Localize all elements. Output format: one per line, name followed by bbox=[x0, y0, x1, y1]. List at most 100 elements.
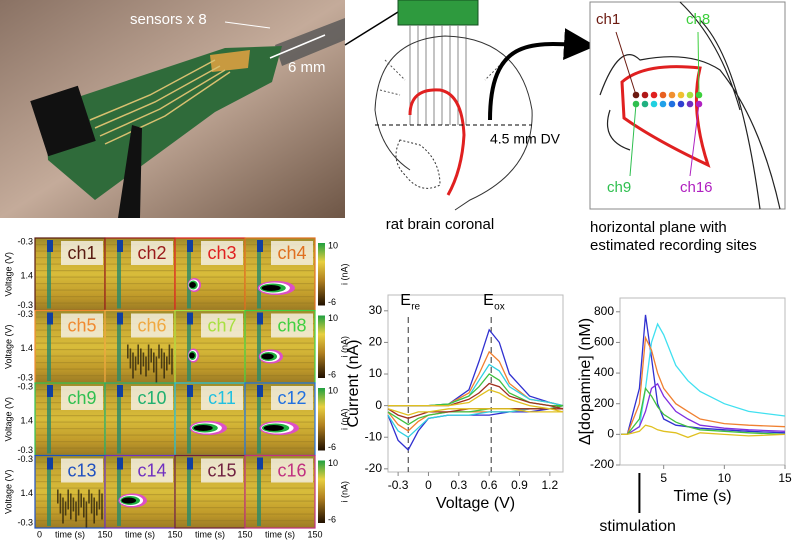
photo-label: sensors x 8 bbox=[130, 11, 207, 28]
heatmap-stripe bbox=[106, 289, 174, 291]
heatmap-stripe bbox=[106, 276, 174, 278]
stim-artifact bbox=[117, 457, 121, 526]
x-axis-label: time (s) bbox=[265, 529, 295, 539]
label-box bbox=[131, 313, 173, 338]
x-tick-label: 15 bbox=[778, 471, 792, 485]
panel-label: ch8 bbox=[277, 315, 306, 335]
recording-site bbox=[650, 91, 658, 99]
annotation: E bbox=[400, 292, 411, 309]
y-tick-label: 0 bbox=[607, 427, 614, 441]
recording-site bbox=[650, 100, 658, 108]
heatmap-stripe bbox=[246, 368, 314, 370]
heatmap-stripe bbox=[246, 494, 314, 496]
heatmap-stripe bbox=[106, 415, 174, 417]
noise bbox=[75, 501, 77, 522]
heatmap-stripe bbox=[36, 434, 104, 436]
colorbar-max: 10 bbox=[328, 458, 338, 468]
noise bbox=[150, 348, 152, 363]
y-tick-label: -0.3 bbox=[17, 445, 33, 455]
panel-label: c13 bbox=[67, 460, 96, 480]
label-box bbox=[61, 458, 103, 483]
label-box bbox=[271, 241, 313, 265]
label-box bbox=[131, 386, 173, 410]
heatmap-stripe bbox=[36, 487, 104, 489]
y-axis-label: Voltage (V) bbox=[3, 469, 13, 514]
stim-artifact bbox=[47, 312, 51, 381]
response bbox=[261, 353, 274, 360]
noise bbox=[62, 497, 64, 524]
label-box bbox=[201, 458, 243, 483]
x-end: 150 bbox=[307, 529, 322, 539]
colorbar bbox=[318, 460, 325, 523]
y-axis-label: Current (nA) bbox=[345, 339, 362, 427]
stim-artifact bbox=[47, 385, 53, 397]
noise bbox=[88, 489, 90, 504]
y-axis-label: Voltage (V) bbox=[3, 252, 13, 297]
noise bbox=[158, 344, 160, 359]
stim-artifact bbox=[47, 385, 51, 454]
x-end: 150 bbox=[167, 529, 182, 539]
x-tick-label: 10 bbox=[718, 471, 732, 485]
x-tick-label: 1.2 bbox=[542, 478, 559, 492]
y-axis-label: Voltage (V) bbox=[3, 397, 13, 442]
noise bbox=[145, 356, 147, 377]
heatmap-stripe bbox=[246, 434, 314, 436]
panel-label: c10 bbox=[137, 388, 166, 408]
annotation: E bbox=[483, 292, 494, 309]
noise bbox=[160, 348, 163, 369]
response bbox=[189, 282, 196, 288]
colorbar-max: 10 bbox=[328, 240, 338, 250]
annotation-sub: re bbox=[411, 302, 420, 313]
heatmap-stripe bbox=[176, 434, 244, 436]
heatmap-stripe bbox=[36, 368, 104, 370]
series-line bbox=[621, 386, 786, 436]
heatmap-stripe bbox=[246, 441, 314, 443]
noise bbox=[77, 489, 80, 516]
y-tick-label: -0.3 bbox=[17, 300, 33, 310]
heatmap-stripe bbox=[36, 520, 104, 522]
heatmap-stripe bbox=[106, 375, 174, 377]
y-tick-label: -0.3 bbox=[17, 517, 33, 527]
panel-label: ch4 bbox=[277, 243, 306, 263]
stim-artifact bbox=[257, 240, 261, 309]
heatmap-stripe bbox=[176, 368, 244, 370]
heatmap-stripe bbox=[176, 302, 244, 304]
y-tick-label: 600 bbox=[594, 335, 614, 349]
series-line bbox=[621, 335, 786, 436]
stim-artifact bbox=[117, 457, 123, 470]
y-tick-label: 1.4 bbox=[20, 343, 33, 353]
y-axis-label: Voltage (V) bbox=[3, 324, 13, 369]
label-box bbox=[131, 241, 173, 265]
heatmap-stripe bbox=[246, 375, 314, 377]
colorbar-min: -6 bbox=[328, 442, 336, 452]
noise bbox=[70, 493, 72, 520]
panel-label: ch2 bbox=[137, 243, 166, 263]
label-box bbox=[61, 386, 103, 410]
heatmap-stripe bbox=[106, 447, 174, 449]
horizontal-diagram: ch1 ch8 ch9 ch16 horizontal plane with e… bbox=[589, 1, 786, 254]
stim-artifact bbox=[47, 240, 53, 252]
series-line bbox=[387, 389, 564, 416]
y-tick-label: -0.3 bbox=[17, 454, 33, 464]
panel-label: ch7 bbox=[207, 315, 236, 335]
noise bbox=[80, 493, 82, 508]
heatmap-stripe bbox=[36, 276, 104, 278]
series-line bbox=[387, 373, 564, 426]
noise bbox=[96, 501, 98, 516]
noise bbox=[134, 356, 137, 371]
heatmap-stripe bbox=[246, 296, 314, 298]
x-axis-label: time (s) bbox=[195, 529, 225, 539]
noise bbox=[67, 489, 69, 510]
heatmap-stripe bbox=[36, 428, 104, 430]
heatmap-stripe bbox=[176, 500, 244, 502]
x-tick-label: 0.6 bbox=[481, 478, 498, 492]
heatmap-stripe bbox=[36, 355, 104, 357]
y-tick-label: 1.4 bbox=[20, 488, 33, 498]
heatmap-stripe bbox=[106, 513, 174, 515]
heatmap-stripe bbox=[246, 270, 314, 272]
y-tick-label: 400 bbox=[594, 365, 614, 379]
colorbar-max: 10 bbox=[328, 313, 338, 323]
heatmap-stripe bbox=[106, 421, 174, 423]
stim-artifact bbox=[187, 240, 191, 309]
heatmap-stripe bbox=[176, 283, 244, 285]
